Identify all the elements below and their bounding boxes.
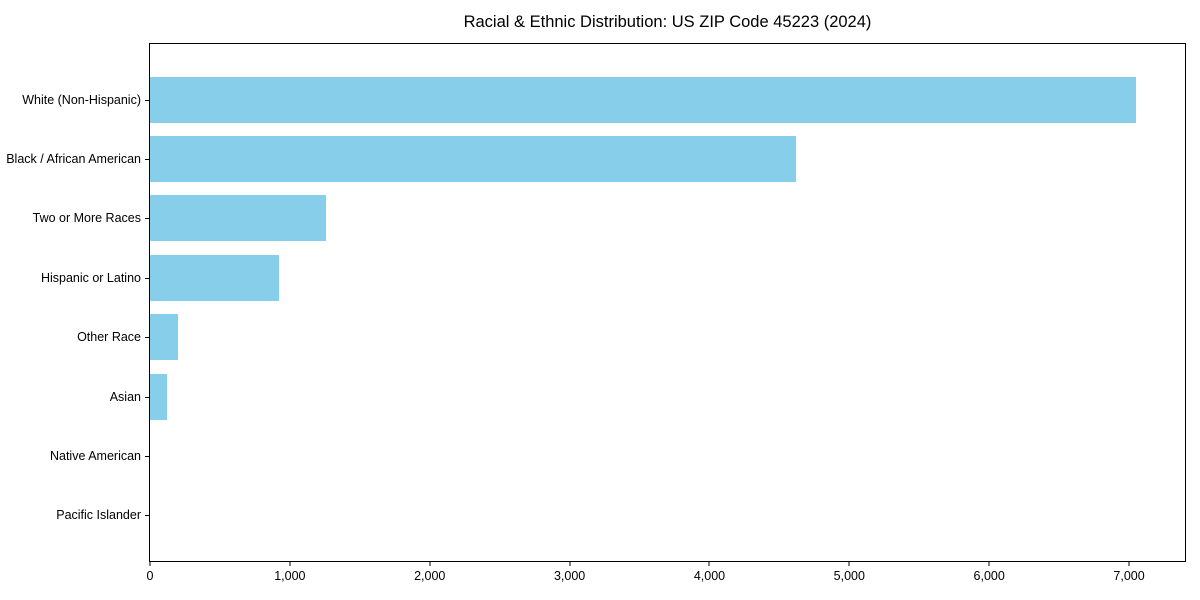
x-tick	[429, 562, 431, 566]
category-label: Other Race	[77, 330, 141, 345]
bar	[150, 254, 279, 301]
y-tick	[145, 455, 149, 457]
category-label: Native American	[49, 448, 141, 463]
x-tick-label: 0	[146, 569, 154, 583]
category-label: Pacific Islander	[56, 508, 141, 523]
x-tick	[1128, 562, 1130, 566]
bar-row: Pacific Islander	[56, 486, 1185, 545]
category-label: Two or More Races	[32, 211, 141, 226]
bar-row: Other Race	[77, 308, 1185, 367]
x-tick	[988, 562, 990, 566]
y-tick	[145, 99, 149, 101]
x-tick-label: 3,000	[553, 569, 586, 583]
chart-title: Racial & Ethnic Distribution: US ZIP Cod…	[463, 13, 872, 31]
x-tick-label: 6,000	[973, 569, 1005, 583]
x-tick	[149, 562, 151, 566]
bar	[150, 195, 327, 242]
x-tick	[289, 562, 291, 566]
x-tick-label: 1,000	[274, 569, 306, 583]
y-tick	[145, 396, 149, 398]
y-tick	[145, 159, 149, 161]
bar-row: Hispanic or Latino	[41, 248, 1185, 307]
x-tick-label: 2,000	[414, 569, 446, 583]
x-tick	[569, 562, 571, 566]
y-tick	[145, 218, 149, 220]
x-tick	[848, 562, 850, 566]
bar-row: White (Non-Hispanic)	[22, 70, 1185, 129]
bar	[150, 373, 167, 420]
y-tick	[145, 515, 149, 517]
bar	[150, 76, 1137, 123]
y-tick	[145, 277, 149, 279]
bar	[150, 314, 178, 361]
category-label: White (Non-Hispanic)	[22, 92, 141, 107]
x-tick-label: 4,000	[693, 569, 726, 583]
x-axis: 0 1,000 2,000 3,000 4,000 5,000 6,000 7,000	[146, 562, 1185, 594]
bar	[150, 136, 797, 183]
x-tick-label: 5,000	[833, 569, 865, 583]
y-tick	[145, 337, 149, 339]
x-tick-label: 7,000	[1113, 569, 1145, 583]
plot-area: White (Non-Hispanic) Black / African Amer…	[6, 43, 1186, 562]
category-label: Hispanic or Latino	[40, 270, 141, 285]
x-tick	[708, 562, 710, 566]
bar-row: Black / African American	[6, 129, 1185, 188]
bar-row: Two or More Races	[33, 189, 1185, 248]
bars-container: White (Non-Hispanic) Black / African Amer…	[6, 70, 1185, 545]
category-label: Black / African American	[6, 152, 141, 167]
bar-row: Asian	[110, 367, 1185, 426]
category-label: Asian	[109, 389, 141, 404]
bar-row: Native American	[50, 426, 1185, 485]
